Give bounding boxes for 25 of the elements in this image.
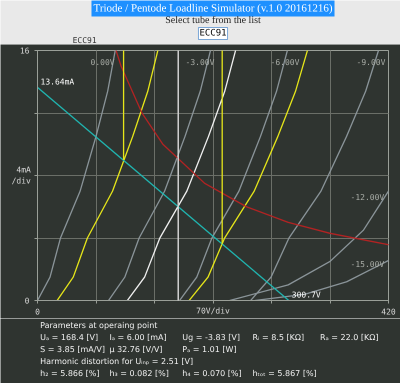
text: ECC91: [199, 28, 227, 38]
text: Harmonic distortion for Uᵢₙₚ = 2.51 [V]: [40, 357, 194, 366]
text: S = 3.85 [mA/V]: [40, 345, 106, 354]
text: Uₐ = 168.4 [V]: [40, 333, 98, 342]
text: Parameters at operaing point: [40, 321, 158, 330]
annotation: 13.64mA: [40, 77, 74, 86]
text: Iₐ = 6.00 [mA]: [109, 333, 167, 342]
text: Rₐ = 22.0 [KΩ]: [320, 333, 378, 342]
text: h₃ = 0.082 [%]: [109, 369, 169, 378]
text: h₂ = 5.866 [%]: [40, 369, 100, 378]
text: Pₐ = 1.01 [W]: [182, 345, 237, 354]
text: ECC91: [72, 36, 97, 45]
text: hₜₒₜ = 5.867 [%]: [252, 369, 317, 378]
annotation: 300.7V: [292, 290, 321, 300]
y-axis-title: 4mA /div: [12, 166, 32, 186]
text: Ug = -3.83 [V]: [182, 333, 240, 342]
text: h₄ = 0.070 [%]: [182, 369, 242, 378]
annotation: -12.00V: [350, 193, 384, 202]
chart-subtitle: Select tube from the list: [165, 15, 261, 26]
text: Rᵢ = 8.5 [KΩ]: [252, 333, 304, 342]
x-axis-title: 70V/div: [196, 306, 230, 316]
y-tick-label: 16: [20, 46, 30, 56]
chart-title: Triode / Pentode Loadline Simulator (v.1.0 20161216): [93, 2, 333, 14]
x-tick-label: 420: [381, 308, 396, 316]
text: μ 32.76 [V/V]: [109, 345, 162, 354]
